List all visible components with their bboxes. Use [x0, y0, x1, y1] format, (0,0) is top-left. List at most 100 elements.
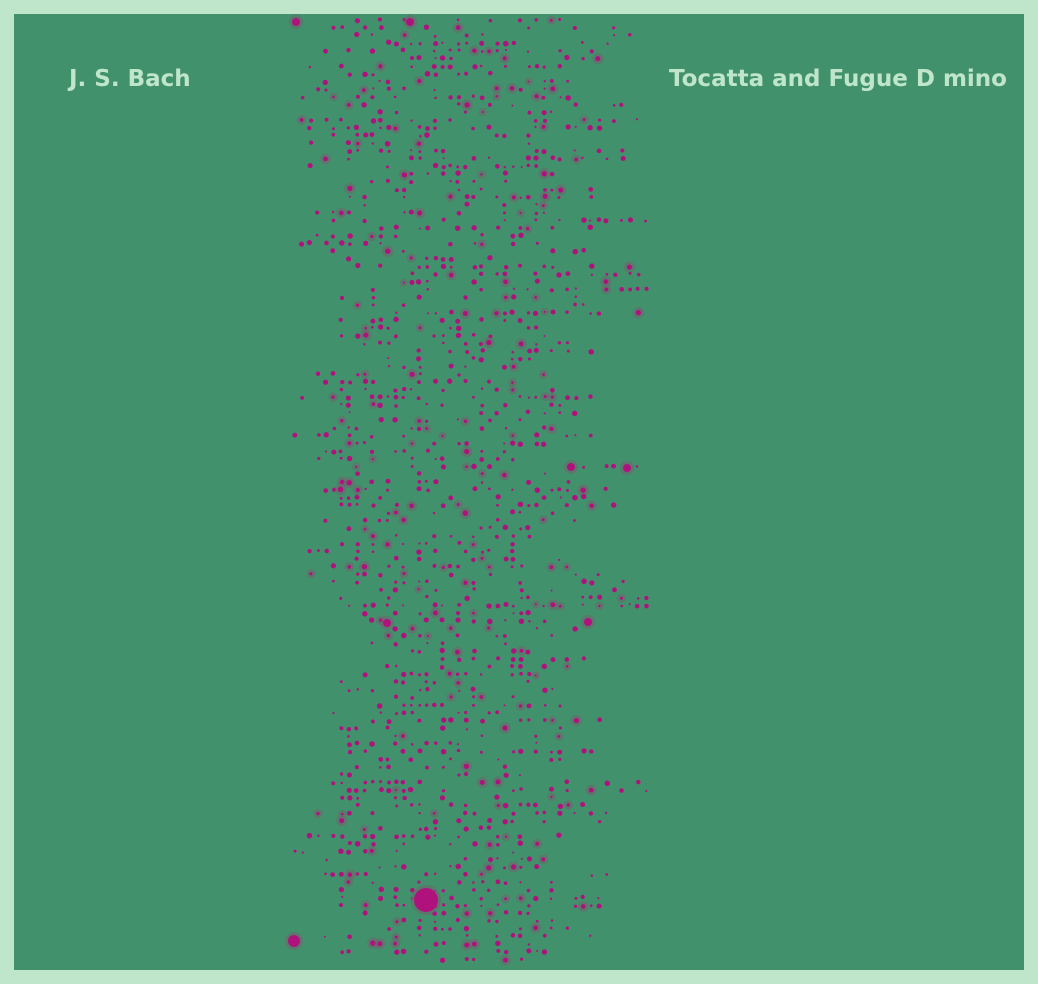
note-dot: [457, 188, 461, 192]
note-dot: [580, 894, 585, 899]
note-dot: [463, 771, 469, 777]
note-dot: [434, 458, 437, 461]
note-dot: [574, 896, 578, 900]
note-dot: [464, 441, 469, 446]
note-dot: [423, 826, 429, 832]
note-dot: [434, 96, 437, 100]
note-dot: [604, 811, 608, 815]
note-dot: [455, 325, 462, 332]
note-dot: [423, 617, 429, 623]
note-dot: [306, 239, 312, 246]
note-dot: [464, 956, 469, 961]
note-dot: [401, 671, 407, 678]
note-dot: [457, 42, 461, 46]
note-dot: [410, 710, 414, 715]
note-dot: [518, 664, 523, 669]
note-dot: [448, 349, 452, 354]
note-dot: [331, 127, 335, 131]
note-dot: [362, 440, 367, 445]
note-dot: [370, 940, 376, 946]
note-dot: [502, 271, 508, 277]
note-dot: [324, 872, 327, 876]
note-dot: [526, 288, 529, 291]
note-dot: [566, 349, 570, 353]
note-dot: [354, 841, 361, 847]
note-dot: [418, 703, 422, 707]
note-dot: [440, 927, 444, 931]
note-dot: [472, 695, 476, 699]
note-dot: [434, 889, 437, 892]
note-dot: [517, 933, 523, 939]
note-dot: [393, 334, 398, 339]
note-dot: [447, 64, 453, 70]
note-dot: [346, 455, 353, 462]
note-dot: [525, 409, 531, 415]
note-dot: [418, 803, 421, 806]
note-dot: [605, 272, 609, 276]
note-dot: [364, 387, 367, 391]
note-dot: [377, 895, 384, 902]
note-dot: [542, 193, 548, 199]
note-dot: [503, 772, 509, 778]
note-dot: [634, 603, 640, 609]
note-dot: [439, 665, 445, 670]
note-dot: [534, 94, 539, 99]
note-dot: [386, 395, 390, 398]
note-dot: [386, 488, 389, 492]
note-dot: [536, 949, 539, 952]
note-dot: [550, 657, 556, 663]
note-dot: [463, 871, 468, 877]
note-dot: [395, 712, 399, 716]
note-dot: [362, 517, 368, 523]
note-dot: [433, 41, 439, 47]
note-dot: [386, 511, 391, 515]
note-dot: [487, 464, 493, 470]
note-dot: [526, 326, 531, 330]
note-dot: [550, 395, 554, 399]
note-dot: [439, 55, 446, 61]
note-dot: [464, 201, 470, 207]
note-dot: [479, 64, 483, 68]
note-dot: [439, 317, 445, 323]
note-dot: [581, 603, 584, 606]
note-dot: [338, 117, 343, 122]
note-dot: [518, 927, 522, 931]
note-dot: [550, 511, 555, 516]
note-dot: [471, 619, 476, 624]
note-dot: [418, 580, 421, 583]
note-dot: [356, 796, 360, 800]
note-dot: [517, 318, 523, 323]
note-dot: [432, 118, 438, 123]
note-dot: [517, 263, 522, 268]
note-dot: [410, 897, 413, 900]
note-dot: [566, 480, 571, 484]
note-dot: [589, 580, 595, 586]
note-dot: [628, 32, 632, 37]
note-dot: [487, 919, 491, 923]
note-dot: [510, 664, 515, 669]
note-dot: [355, 333, 361, 339]
note-dot: [636, 272, 641, 277]
note-dot: [527, 718, 531, 722]
note-dot: [410, 65, 414, 69]
note-dot: [356, 373, 360, 377]
note-dot: [362, 571, 367, 577]
note-dot: [551, 687, 554, 691]
note-dot: [479, 40, 485, 46]
note-dot: [425, 579, 429, 584]
note-dot: [415, 279, 422, 285]
note-dot: [364, 326, 367, 330]
note-dot: [377, 109, 383, 115]
note-dot: [603, 279, 609, 285]
note-dot: [316, 549, 320, 552]
note-dot: [511, 434, 515, 437]
note-dot: [584, 618, 592, 626]
note-dot: [416, 396, 421, 401]
note-dot: [588, 349, 594, 355]
note-dot: [582, 465, 586, 469]
note-dot: [566, 803, 570, 807]
note-dot: [449, 757, 452, 761]
note-dot: [324, 88, 328, 92]
note-dot: [339, 387, 344, 392]
note-dot: [486, 339, 492, 346]
